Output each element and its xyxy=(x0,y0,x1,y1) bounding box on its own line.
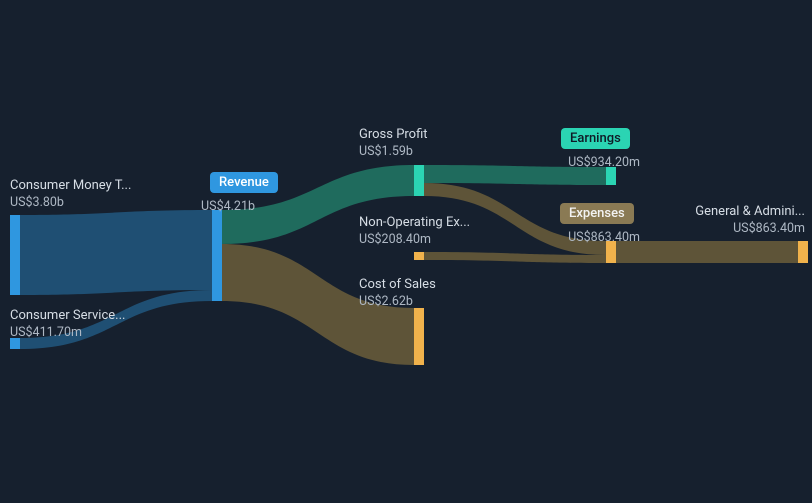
label-text-general_admin: General & Admini... xyxy=(695,203,805,221)
flow-non_op-to-expenses xyxy=(424,252,606,263)
flow-expenses-to-general_admin xyxy=(616,241,798,263)
pill-expenses: Expenses xyxy=(560,203,634,224)
pill-earnings: Earnings xyxy=(561,128,630,149)
label-text-non_op: Non-Operating Ex... xyxy=(359,214,470,232)
sankey-svg xyxy=(0,0,812,503)
value-earnings: US$934.20m xyxy=(568,154,640,172)
label-text-consumer_service: Consumer Service... xyxy=(10,307,125,325)
label-general_admin: General & Admini...US$863.40m xyxy=(695,203,805,237)
label-text-gross_profit: Gross Profit xyxy=(359,126,428,144)
node-gross_profit xyxy=(414,165,424,196)
label-text-consumer_money: Consumer Money T... xyxy=(10,177,131,195)
label-text-cost_of_sales: Cost of Sales xyxy=(359,276,436,294)
node-consumer_money xyxy=(10,215,20,295)
node-cost_of_sales xyxy=(414,308,424,365)
label-value-gross_profit: US$1.59b xyxy=(359,144,428,161)
pill-revenue: Revenue xyxy=(210,172,278,193)
label-value-consumer_money: US$3.80b xyxy=(10,195,131,212)
label-value-non_op: US$208.40m xyxy=(359,232,470,249)
label-value-cost_of_sales: US$2.62b xyxy=(359,294,436,311)
value-revenue: US$4.21b xyxy=(201,198,255,216)
value-expenses: US$863.40m xyxy=(568,229,640,247)
node-revenue xyxy=(212,210,222,301)
label-consumer_service: Consumer Service...US$411.70m xyxy=(10,307,125,341)
label-cost_of_sales: Cost of SalesUS$2.62b xyxy=(359,276,436,310)
label-gross_profit: Gross ProfitUS$1.59b xyxy=(359,126,428,160)
flow-consumer_money-to-revenue xyxy=(20,210,212,295)
label-consumer_money: Consumer Money T...US$3.80b xyxy=(10,177,131,211)
label-non_op: Non-Operating Ex...US$208.40m xyxy=(359,214,470,248)
label-value-consumer_service: US$411.70m xyxy=(10,325,125,342)
sankey-chart: Consumer Money T...US$3.80b Consumer Serv… xyxy=(0,0,812,503)
node-general_admin xyxy=(798,241,808,263)
label-value-general_admin: US$863.40m xyxy=(695,221,805,238)
node-non_op xyxy=(414,252,424,260)
